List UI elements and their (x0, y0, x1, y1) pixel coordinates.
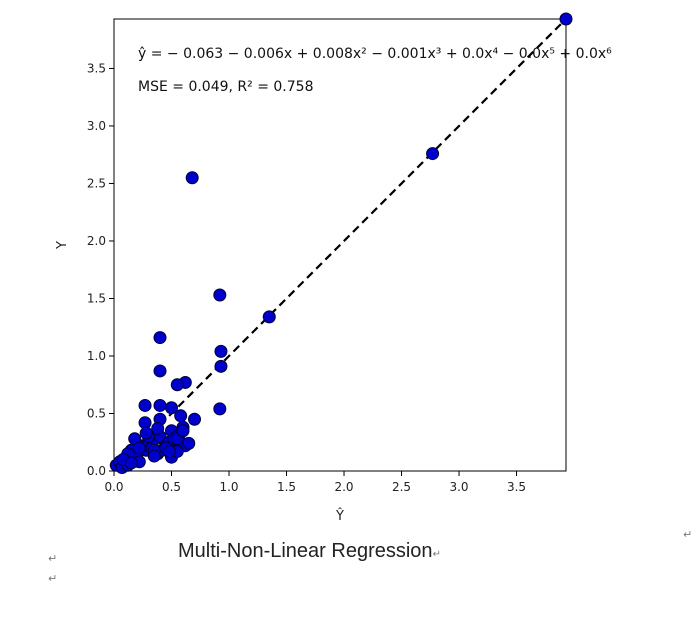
y-axis-ticks: 0.0 0.5 1.0 1.5 2.0 2.5 3.0 3.5 (87, 61, 114, 478)
data-point (559, 12, 573, 26)
data-point (151, 421, 165, 435)
x-tick-label: 1.0 (219, 480, 238, 494)
data-point (139, 426, 153, 440)
paragraph-mark-2: ↵ (48, 572, 58, 585)
caption-paragraph-mark: ↵ (432, 549, 441, 560)
identity-reference-line (113, 18, 567, 472)
data-point (185, 171, 199, 185)
x-tick-label: 3.5 (507, 480, 526, 494)
data-point (132, 441, 146, 455)
y-tick-label: 0.0 (87, 464, 106, 478)
data-point (214, 359, 228, 373)
data-point (426, 147, 440, 161)
error-metrics-annotation: MSE = 0.049, R² = 0.758 (138, 79, 313, 95)
data-point (174, 409, 188, 423)
x-tick-label: 0.0 (104, 480, 123, 494)
regression-equation-annotation: ŷ = − 0.063 − 0.006x + 0.008x² − 0.001x³… (138, 46, 612, 62)
y-tick-label: 1.0 (87, 349, 106, 363)
data-point (214, 344, 228, 358)
x-axis-label: Ŷ (335, 508, 344, 524)
data-point (176, 424, 190, 438)
y-tick-label: 3.5 (87, 61, 106, 75)
reference-line-group (113, 18, 567, 472)
y-tick-label: 1.5 (87, 291, 106, 305)
x-tick-label: 3.0 (449, 480, 468, 494)
data-point (147, 449, 161, 463)
y-tick-label: 2.5 (87, 176, 106, 190)
data-point (153, 331, 167, 345)
data-point (153, 364, 167, 378)
data-point (153, 398, 167, 412)
chart-caption: Multi-Non-Linear Regression↵ (178, 540, 441, 563)
data-point (138, 398, 152, 412)
data-point (162, 444, 176, 458)
x-tick-label: 1.5 (277, 480, 296, 494)
x-tick-label: 2.5 (392, 480, 411, 494)
x-tick-label: 0.5 (162, 480, 181, 494)
caption-text: Multi-Non-Linear Regression (178, 540, 433, 562)
data-point (213, 288, 227, 302)
paragraph-mark-3: ↵ (683, 528, 693, 541)
y-tick-label: 2.0 (87, 234, 106, 248)
data-point (182, 436, 196, 450)
y-tick-label: 0.5 (87, 406, 106, 420)
x-axis-ticks: 0.0 0.5 1.0 1.5 2.0 2.5 3.0 3.5 (104, 471, 526, 494)
x-tick-label: 2.0 (334, 480, 353, 494)
data-point (213, 402, 227, 416)
data-point (124, 456, 138, 470)
data-point (188, 412, 202, 426)
paragraph-mark-1: ↵ (48, 552, 58, 565)
y-tick-label: 3.0 (87, 119, 106, 133)
data-point (170, 378, 184, 392)
data-point (262, 310, 276, 324)
y-axis-label: Y (55, 241, 70, 250)
data-points (109, 12, 573, 475)
